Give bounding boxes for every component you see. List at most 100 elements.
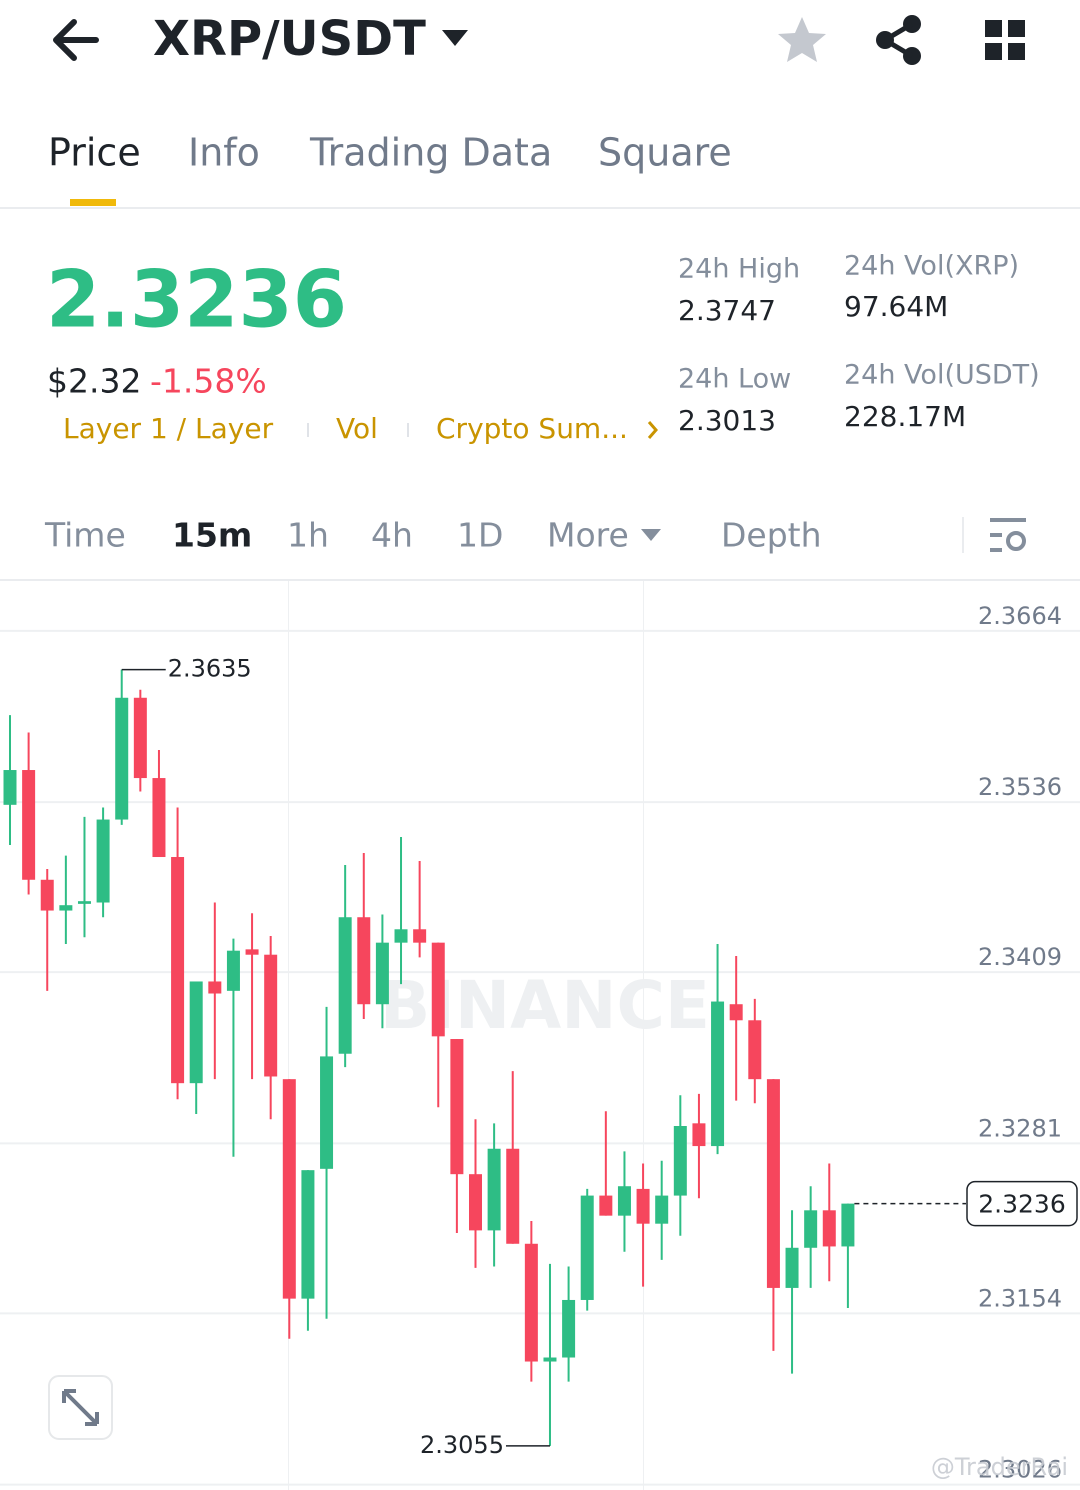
tag[interactable]: Crypto Sum... — [436, 412, 628, 445]
candle-body — [580, 1195, 594, 1300]
tab[interactable]: Price — [48, 131, 141, 175]
grid-icon[interactable] — [985, 20, 1025, 60]
candle-body — [506, 1148, 520, 1244]
candle-body — [692, 1123, 706, 1147]
candle-body — [431, 942, 445, 1037]
interval[interactable]: Time — [44, 516, 126, 555]
stat-value: 97.64M — [844, 290, 948, 323]
favorite-icon[interactable] — [778, 17, 826, 62]
tag[interactable]: Layer 1 / Layer — [63, 412, 274, 445]
tag[interactable]: Vol — [336, 412, 378, 445]
watermark: BINANCE — [380, 967, 710, 1044]
candle-body — [841, 1203, 855, 1247]
candle-body — [226, 950, 240, 991]
candle-body — [450, 1039, 464, 1175]
plot: 2.3664 2.3536 2.3409 2.3281 2.3154 2.3026 2.36… — [0, 602, 1080, 1486]
candle-body — [77, 901, 91, 904]
interval[interactable]: 15m — [172, 516, 252, 555]
candle-body — [357, 917, 371, 1005]
more-dropdown[interactable] — [641, 529, 661, 541]
interval[interactable]: 4h — [371, 516, 413, 555]
divider — [0, 579, 1080, 581]
candle-body — [133, 697, 147, 779]
candle-body — [673, 1126, 687, 1196]
candle-body — [264, 954, 278, 1077]
tab[interactable]: Square — [598, 131, 732, 175]
candle-body — [96, 819, 110, 903]
interval[interactable]: More — [547, 516, 629, 555]
candle-body — [562, 1299, 576, 1358]
candle-body — [320, 1056, 334, 1169]
candle-body — [599, 1195, 613, 1216]
candle-body — [152, 778, 166, 858]
candle-body — [3, 770, 17, 805]
candle-body — [245, 949, 259, 955]
pair-title[interactable]: XRP/USDT — [153, 11, 426, 67]
candle-body — [655, 1195, 669, 1224]
candle-body — [301, 1170, 315, 1299]
back-button[interactable] — [53, 19, 99, 61]
chart-settings-icon[interactable] — [990, 518, 1026, 552]
stat-value: 2.3747 — [678, 294, 776, 327]
low-label: 2.3055 — [420, 1431, 504, 1459]
interval[interactable]: Depth — [721, 516, 822, 555]
pair-dropdown[interactable] — [442, 30, 468, 46]
tag-separator — [407, 423, 409, 437]
stat-label: 24h Vol(XRP) — [844, 251, 1019, 282]
candle-body — [729, 1004, 743, 1021]
candle-body — [524, 1243, 538, 1362]
candle-body — [282, 1079, 296, 1299]
stat-value: 228.17M — [844, 400, 966, 433]
tags-chevron[interactable] — [647, 421, 658, 439]
candle-body — [487, 1148, 501, 1231]
stat-value: 2.3013 — [678, 404, 776, 437]
candle-body — [617, 1186, 631, 1216]
last-price: 2.3236 — [46, 255, 347, 345]
credit: @TraderRai — [931, 1453, 1068, 1481]
candle-body — [189, 981, 203, 1084]
candle-body — [40, 879, 54, 911]
candle-body — [22, 770, 36, 880]
candle-body — [59, 905, 73, 911]
stat-label: 24h Vol(USDT) — [844, 360, 1040, 391]
last-price-label: 2.3236 — [978, 1190, 1065, 1219]
candle-body — [785, 1247, 799, 1288]
y-tick-label: 2.3026 — [978, 1456, 1062, 1484]
tag-separator — [307, 423, 309, 437]
y-tick-label: 2.3281 — [978, 1114, 1062, 1142]
y-tick-label: 2.3154 — [978, 1284, 1062, 1312]
candle-body — [543, 1357, 557, 1362]
tab[interactable]: Info — [188, 131, 260, 175]
candle-body — [171, 857, 185, 1084]
usd-price: $2.32 — [47, 362, 141, 401]
tab-indicator — [70, 199, 116, 206]
candle-body — [636, 1188, 650, 1224]
interval[interactable]: 1D — [457, 516, 503, 555]
candle-body — [766, 1079, 780, 1288]
v-grid-line — [288, 581, 289, 1490]
candle-body — [711, 1001, 725, 1147]
candle-body — [469, 1174, 482, 1231]
tab[interactable]: Trading Data — [309, 131, 552, 175]
candle-body — [822, 1210, 836, 1247]
interval[interactable]: 1h — [287, 516, 329, 555]
high-label: 2.3635 — [168, 655, 252, 683]
stat-label: 24h Low — [678, 364, 791, 395]
candle-body — [375, 942, 389, 1005]
fullscreen-icon — [62, 1389, 99, 1426]
price-change: -1.58% — [150, 362, 267, 401]
last-price-box — [966, 1180, 1078, 1227]
y-tick-label: 2.3409 — [978, 943, 1062, 971]
candle-body — [394, 929, 408, 943]
candle-body — [208, 981, 222, 994]
divider — [962, 517, 964, 553]
y-tick-label: 2.3664 — [978, 602, 1062, 630]
candle-body — [804, 1210, 818, 1248]
candle-body — [748, 1020, 762, 1080]
divider — [0, 207, 1080, 209]
candle-body — [413, 929, 427, 943]
candle-body — [338, 917, 352, 1054]
y-tick-label: 2.3536 — [978, 773, 1062, 801]
share-icon[interactable] — [876, 15, 921, 65]
